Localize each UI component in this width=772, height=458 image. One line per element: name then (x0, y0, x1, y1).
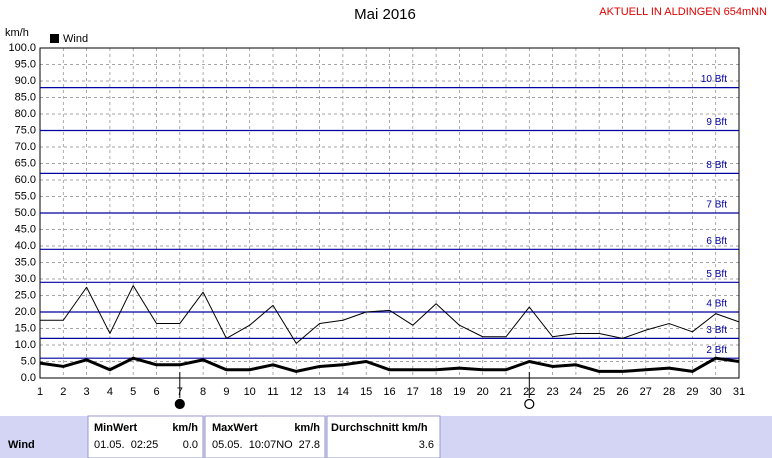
x-tick-label: 2 (60, 386, 66, 398)
y-tick-label: 10.0 (15, 339, 36, 351)
x-tick-label: 25 (593, 386, 605, 398)
y-tick-label: 70.0 (15, 141, 36, 153)
x-tick-label: 29 (686, 386, 698, 398)
x-tick-label: 18 (430, 386, 442, 398)
y-tick-label: 95.0 (15, 58, 36, 70)
reference-label: 2 Bft (706, 345, 727, 356)
y-tick-label: 15.0 (15, 322, 36, 334)
y-tick-label: 35.0 (15, 256, 36, 268)
x-tick-label: 28 (663, 386, 675, 398)
y-tick-label: 55.0 (15, 190, 36, 202)
x-tick-label: 24 (570, 386, 582, 398)
table-cell-text: 27.8 (299, 439, 320, 451)
table-header: MinWert (94, 422, 138, 434)
x-tick-label: 9 (223, 386, 229, 398)
table-header: km/h (294, 422, 320, 434)
x-tick-label: 3 (84, 386, 90, 398)
reference-label: 5 Bft (706, 269, 727, 280)
table-cell (326, 415, 441, 458)
y-tick-label: 85.0 (15, 91, 36, 103)
x-tick-label: 10 (244, 386, 256, 398)
table-cell-text: 3.6 (419, 439, 434, 451)
reference-label: 4 Bft (706, 299, 727, 310)
table-header: MaxWert (212, 422, 258, 434)
y-tick-label: 5.0 (21, 355, 36, 367)
table-header: km/h (172, 422, 198, 434)
y-axis-label: km/h (5, 27, 29, 39)
x-tick-label: 21 (500, 386, 512, 398)
x-tick-label: 27 (640, 386, 652, 398)
moon-marker (174, 398, 185, 410)
y-tick-label: 45.0 (15, 223, 36, 235)
x-tick-label: 15 (360, 386, 372, 398)
x-tick-label: 16 (383, 386, 395, 398)
y-tick-label: 65.0 (15, 157, 36, 169)
y-tick-label: 60.0 (15, 174, 36, 186)
series-line (40, 285, 740, 344)
x-tick-label: 1 (37, 386, 43, 398)
reference-label: 9 Bft (706, 117, 727, 128)
note: AKTUELL IN ALDINGEN 654mNN (599, 6, 767, 18)
reference-label: 3 Bft (706, 325, 727, 336)
legend-label: Wind (63, 33, 88, 45)
moon-marker (524, 398, 535, 410)
y-tick-label: 75.0 (15, 124, 36, 136)
reference-label: 8 Bft (706, 160, 727, 171)
table-cell (204, 415, 326, 458)
x-tick-label: 30 (710, 386, 722, 398)
y-tick-label: 50.0 (15, 207, 36, 219)
table-cell-text: 01.05. 02:25 (94, 439, 158, 451)
y-tick-label: 100.0 (8, 42, 36, 54)
series-line (39, 356, 740, 373)
x-tick-label: 11 (267, 386, 278, 398)
y-tick-label: 40.0 (15, 240, 36, 252)
x-tick-label: 14 (337, 386, 349, 398)
table-cell-text: 05.05. 10:07NO (212, 439, 293, 451)
y-tick-label: 90.0 (15, 75, 36, 87)
y-tick-label: 0.0 (21, 372, 36, 384)
x-tick-label: 19 (453, 386, 465, 398)
table-cell-text: Wind (8, 439, 35, 451)
table-header: Durchschnitt km/h (331, 422, 428, 434)
x-tick-label: 23 (546, 386, 558, 398)
x-tick-label: 26 (616, 386, 628, 398)
reference-label: 7 Bft (706, 200, 727, 211)
x-tick-label: 4 (107, 386, 113, 398)
reference-label: 6 Bft (706, 236, 727, 247)
chart-title: Mai 2016 (354, 6, 416, 23)
x-tick-label: 8 (200, 386, 206, 398)
y-tick-label: 30.0 (15, 273, 36, 285)
x-tick-label: 5 (130, 386, 136, 398)
table-cell (87, 415, 204, 458)
y-tick-label: 20.0 (15, 306, 36, 318)
reference-label: 10 Bft (701, 74, 727, 85)
x-tick-label: 12 (290, 386, 302, 398)
y-tick-label: 80.0 (15, 108, 36, 120)
plot: 0.0 5.0 10.0 15.0 20.0 25.0 30.0 35.0 40.0 45.0 50… (8, 42, 745, 410)
legend-swatch (50, 34, 59, 43)
x-tick-label: 20 (477, 386, 489, 398)
x-tick-label: 17 (407, 386, 419, 398)
table-cell-text: 0.0 (183, 439, 198, 451)
x-tick-label: 31 (733, 386, 745, 398)
x-tick-label: 6 (153, 386, 159, 398)
x-tick-label: 13 (313, 386, 325, 398)
y-tick-label: 25.0 (15, 289, 36, 301)
